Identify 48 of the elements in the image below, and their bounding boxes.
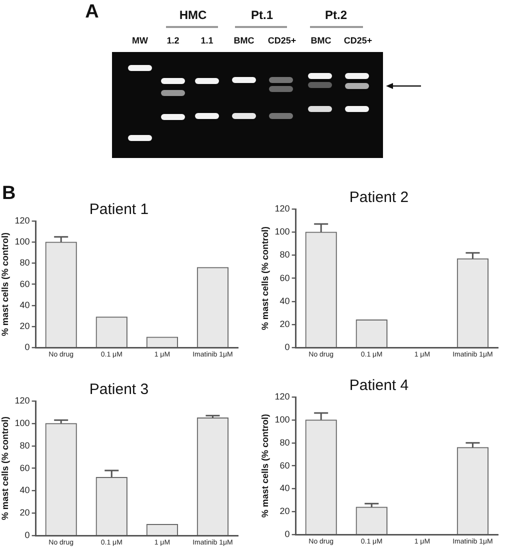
y-tick-label: 0: [24, 342, 30, 352]
text: 1.2: [166, 36, 180, 46]
y-axis-title: % mast cells (% control): [260, 414, 270, 518]
text: CD25+: [344, 36, 372, 46]
text: CD25+: [268, 36, 296, 46]
y-tick-label: 120: [14, 395, 30, 406]
y-axis-title: % mast cells (% control): [260, 226, 270, 330]
text: B: [2, 183, 16, 204]
text: Pt.1: [250, 8, 274, 22]
y-tick-label: 0: [284, 342, 290, 352]
chart-title: Patient 4: [349, 377, 409, 394]
y-tick-label: 120: [274, 203, 290, 214]
y-tick-label: 100: [274, 226, 290, 237]
y-tick-label: 0: [24, 530, 30, 540]
y-tick-label: 20: [20, 508, 30, 518]
text: Pt.2: [324, 8, 348, 22]
y-tick-label: 60: [20, 462, 30, 473]
chart-title: Patient 2: [349, 189, 409, 206]
chart-title: Patient 3: [89, 381, 149, 398]
y-axis-title: % mast cells (% control): [0, 232, 10, 336]
y-tick-label: 0: [284, 529, 290, 540]
y-axis-title: % mast cells (% control): [0, 416, 10, 520]
y-tick-label: 100: [14, 236, 30, 247]
text: BMC: [310, 36, 332, 46]
y-tick-label: 80: [20, 258, 30, 268]
y-tick-label: 100: [274, 414, 290, 424]
y-tick-label: 60: [20, 278, 30, 289]
text: MW: [132, 36, 148, 46]
y-tick-label: 60: [280, 272, 290, 283]
text: A: [85, 2, 99, 22]
y-tick-label: 60: [280, 460, 290, 470]
text: BMC: [234, 36, 254, 46]
y-tick-label: 100: [14, 418, 30, 428]
y-tick-label: 40: [20, 300, 30, 310]
y-tick-label: 80: [20, 440, 30, 450]
y-tick-label: 20: [280, 506, 290, 516]
chart-title: Patient 1: [89, 201, 149, 218]
y-tick-label: 120: [274, 391, 290, 402]
text: 1.1: [200, 36, 214, 46]
y-tick-label: 80: [280, 437, 290, 448]
text: HMC: [179, 8, 207, 22]
y-tick-label: 40: [20, 485, 30, 496]
y-tick-label: 120: [14, 215, 30, 226]
y-tick-label: 20: [20, 320, 30, 331]
y-tick-label: 40: [280, 296, 290, 306]
y-tick-label: 80: [280, 250, 290, 260]
y-tick-label: 20: [280, 318, 290, 329]
y-tick-label: 40: [280, 483, 290, 494]
